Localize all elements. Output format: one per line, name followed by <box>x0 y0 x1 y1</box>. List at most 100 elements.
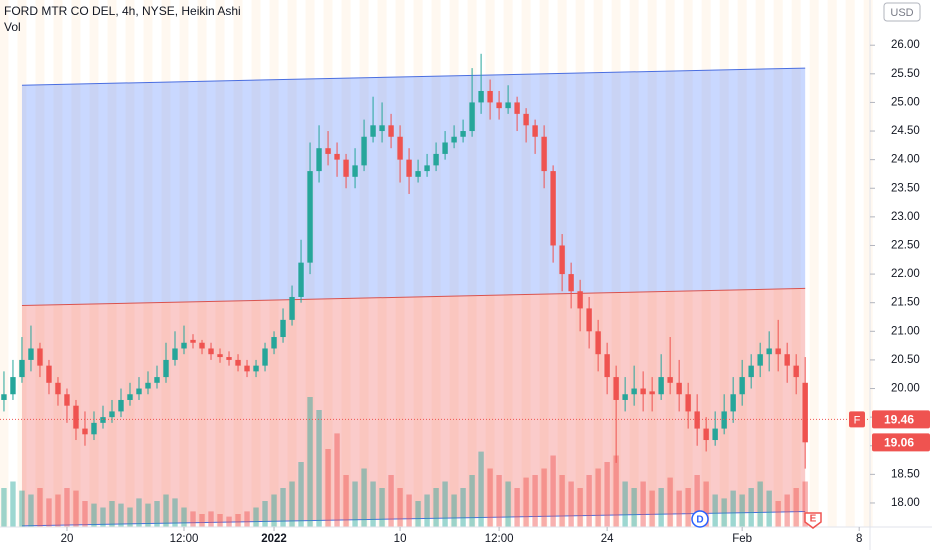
session-stripe <box>629 0 639 527</box>
volume-bar <box>73 490 79 527</box>
volume-bar <box>64 488 70 527</box>
volume-bar <box>163 494 169 527</box>
x-tick-label: 2022 <box>261 533 287 545</box>
volume-bar <box>181 507 187 527</box>
candle-body <box>289 296 295 320</box>
volume-bar <box>316 410 322 527</box>
candle-body <box>199 342 205 349</box>
candle-body <box>586 308 592 332</box>
currency[interactable]: USD <box>890 7 913 19</box>
volume-bar <box>10 481 16 527</box>
volume-bar <box>478 451 484 527</box>
y-tick-label: 21.00 <box>891 325 920 337</box>
symbol-label: F <box>854 414 861 426</box>
session-stripe <box>719 0 729 527</box>
candle-body <box>109 411 115 418</box>
event-e[interactable]: E <box>804 512 822 529</box>
volume-bar <box>793 488 799 527</box>
candle-body <box>649 391 655 395</box>
event-icon[interactable] <box>691 510 709 528</box>
volume-bar <box>757 481 763 527</box>
volume-bar <box>37 488 43 527</box>
volume-bar <box>505 481 511 527</box>
volume-bar <box>370 481 376 527</box>
y-tick-label: 24.00 <box>891 154 920 166</box>
candle-body <box>415 171 421 177</box>
candle-body <box>775 348 781 355</box>
candle-body <box>262 348 268 366</box>
volume-bar <box>568 481 574 527</box>
x-tick-label: 12:00 <box>485 533 514 545</box>
chart-title: FORD MTR CO DEL, 4h, NYSE, Heikin Ashi <box>4 4 241 18</box>
candle-body <box>217 354 223 358</box>
session-stripe <box>17 0 27 527</box>
candle-body <box>496 102 502 109</box>
volume-bar <box>712 494 718 527</box>
session-stripe <box>593 0 603 527</box>
volume-bar <box>118 503 124 527</box>
session-stripe <box>251 0 261 527</box>
candle-body <box>370 125 376 137</box>
x-tick-label: 10 <box>394 533 407 545</box>
volume-bar <box>298 462 304 527</box>
candle-body <box>604 354 610 378</box>
event-d[interactable]: D <box>691 510 709 528</box>
session-stripe <box>377 0 387 527</box>
y-tick-label: 18.50 <box>891 468 920 480</box>
volume-bar <box>334 433 340 527</box>
candle-body <box>73 405 79 429</box>
volume-bar <box>694 475 700 527</box>
x-tick-label: 24 <box>601 533 614 545</box>
volume-bar <box>361 468 367 527</box>
channel-lower-zone <box>21 288 806 526</box>
candle-body <box>19 359 25 378</box>
volume-bar <box>532 475 538 527</box>
candle-body <box>703 428 709 441</box>
session-stripe <box>485 0 495 527</box>
volume-bar <box>388 475 394 527</box>
event-icon[interactable] <box>804 512 822 529</box>
candle-body <box>613 377 619 400</box>
session-stripe <box>413 0 423 527</box>
candle-body <box>433 153 439 166</box>
session-stripe <box>701 0 711 527</box>
volume-bar <box>154 501 160 527</box>
volume-bar <box>586 475 592 527</box>
candle-body <box>532 125 538 137</box>
session-stripe <box>827 0 837 527</box>
event-label[interactable]: D <box>696 515 703 526</box>
volume-bar <box>685 488 691 527</box>
currency-box[interactable] <box>883 2 921 22</box>
candle-body <box>676 382 682 395</box>
candle-body <box>397 136 403 160</box>
volume-bar <box>280 488 286 527</box>
channel-line <box>21 67 806 86</box>
event-label[interactable]: E <box>810 514 817 525</box>
candle-body <box>406 159 412 177</box>
candle-body <box>541 136 547 172</box>
candle-body <box>64 394 70 406</box>
session-stripe <box>287 0 297 527</box>
session-stripe <box>863 0 873 527</box>
volume-bar <box>676 490 682 527</box>
candle-body <box>460 131 466 137</box>
candle-body <box>685 394 691 412</box>
volume-bar <box>217 514 223 527</box>
volume-bar <box>595 468 601 527</box>
candle-body <box>361 136 367 166</box>
candle-body <box>478 90 484 103</box>
candle-body <box>127 394 133 400</box>
candle-body <box>37 348 43 366</box>
volume-bar <box>289 481 295 527</box>
volume-bar <box>559 475 565 527</box>
volume-bar <box>100 507 106 527</box>
volume-bar <box>658 488 664 527</box>
candle-body <box>793 365 799 378</box>
volume-bar <box>406 494 412 527</box>
candle-body <box>235 359 241 366</box>
candle-body <box>253 365 259 372</box>
volume-bar <box>325 449 331 527</box>
volume-bar <box>541 468 547 527</box>
symbol-badge <box>849 411 865 428</box>
